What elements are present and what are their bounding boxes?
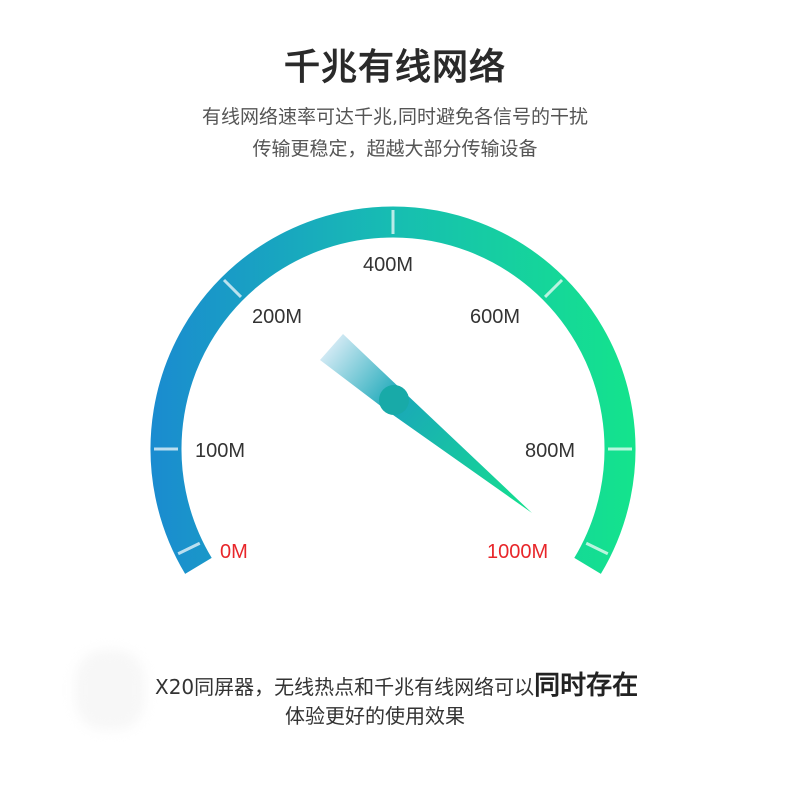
page-title: 千兆有线网络 xyxy=(283,47,506,88)
gauge-tick xyxy=(222,278,243,299)
gauge-needle xyxy=(320,334,532,513)
footer-line-2: 体验更好的使用效果 xyxy=(285,704,465,728)
footer-line-1: X20同屏器，无线热点和千兆有线网络可以同时存在 xyxy=(155,665,638,702)
label-1000m: 1000M xyxy=(487,541,548,563)
subtitle-line-2: 传输更稳定，超越大部分传输设备 xyxy=(252,138,538,160)
gauge-tick xyxy=(177,541,201,556)
gauge-tick xyxy=(585,541,609,556)
label-200m: 200M xyxy=(252,306,302,328)
decorative-cloud xyxy=(75,650,145,730)
label-600m: 600M xyxy=(470,306,520,328)
subtitle-line-1: 有线网络速率可达千兆,同时避免各信号的干扰 xyxy=(201,106,589,128)
gauge-ticks xyxy=(154,210,632,556)
label-100m: 100M xyxy=(195,440,245,462)
label-400m: 400M xyxy=(363,254,413,276)
gauge-tick xyxy=(543,278,564,299)
label-800m: 800M xyxy=(525,440,575,462)
gauge-needle-hub xyxy=(379,385,409,415)
footer-text: X20同屏器，无线热点和千兆有线网络可以 xyxy=(155,675,535,699)
label-0m: 0M xyxy=(220,541,248,563)
footer-emphasis: 同时存在 xyxy=(534,671,639,701)
